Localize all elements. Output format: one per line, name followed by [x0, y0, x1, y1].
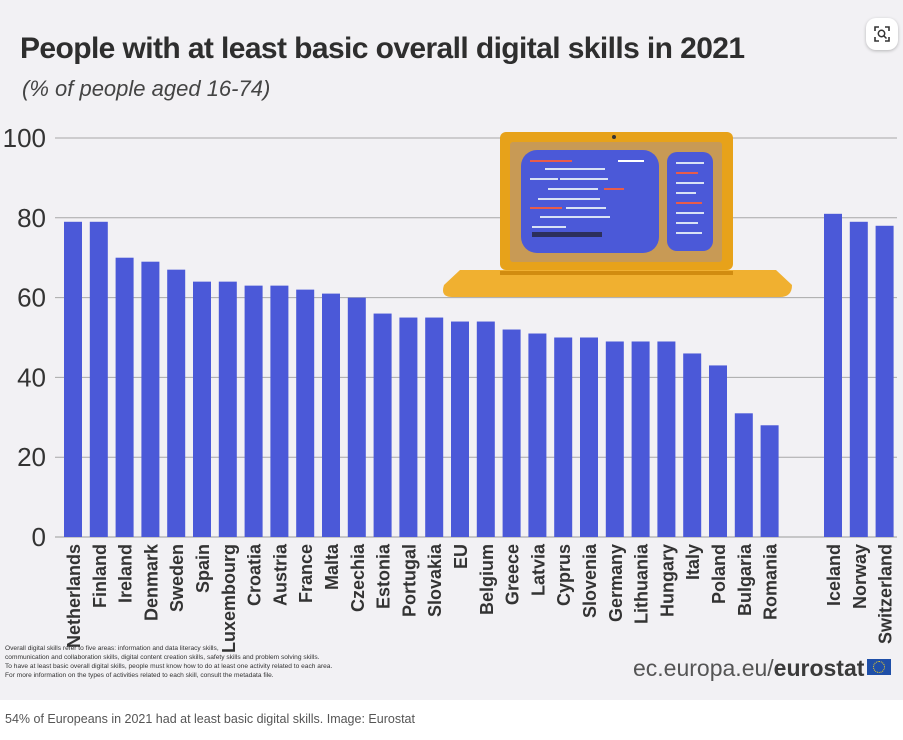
x-tick-label: Czechia [348, 543, 368, 612]
x-tick-label: Germany [606, 544, 626, 622]
x-tick-label: Croatia [245, 543, 265, 606]
bar-spain [193, 281, 211, 537]
x-tick-label: Latvia [528, 543, 548, 596]
brand-domain: ec.europa.eu/ [633, 655, 774, 681]
y-tick-label: 0 [32, 522, 46, 552]
x-tick-label: Romania [761, 543, 781, 620]
y-tick-label: 100 [3, 123, 46, 153]
bar-italy [683, 353, 702, 537]
x-tick-label: Greece [503, 544, 523, 605]
bar-germany [605, 341, 624, 537]
x-tick-label: Malta [322, 543, 342, 590]
x-tick-label: Ireland [116, 544, 136, 603]
bar-belgium [476, 321, 495, 537]
bar-romania [760, 425, 779, 537]
bar-austria [270, 285, 289, 537]
x-tick-label: Cyprus [554, 544, 574, 606]
bar-eu [451, 321, 469, 537]
bar-portugal [399, 317, 418, 537]
bar-chart: 0 20 40 60 80 100 Netherlands Finland Ireland De… [3, 123, 897, 653]
x-tick-label: Poland [709, 544, 729, 604]
x-tick-label: Slovenia [580, 543, 600, 618]
x-tick-label: Luxembourg [219, 544, 239, 653]
x-tick-label: Netherlands [64, 544, 84, 648]
chart-subtitle: (% of people aged 16-74) [22, 76, 271, 101]
x-tick-label: Switzerland [876, 544, 896, 644]
footnote-line: To have at least basic overall digital s… [5, 663, 333, 670]
footnote-line: Overall digital skills refer to five are… [5, 645, 219, 652]
bar-iceland [824, 213, 842, 537]
x-axis-labels: Netherlands Finland Ireland Denmark Sweden Sp… [64, 543, 896, 653]
bar-estonia [373, 313, 392, 537]
y-tick-label: 60 [17, 283, 46, 313]
x-tick-label: Denmark [141, 543, 161, 621]
x-tick-label: Spain [193, 544, 213, 593]
x-tick-label: Portugal [399, 544, 419, 617]
bar-hungary [657, 341, 676, 537]
bar-greece [502, 329, 521, 537]
y-tick-label: 80 [17, 203, 46, 233]
bar-luxembourg [218, 281, 237, 537]
x-tick-label: Italy [683, 544, 703, 580]
expand-image-button[interactable] [866, 18, 898, 50]
bar-sweden [167, 269, 186, 537]
x-tick-label: Lithuania [632, 543, 652, 624]
chart-title: People with at least basic overall digit… [20, 32, 745, 65]
footnote-line: communication and collaboration skills, … [5, 654, 320, 661]
bar-slovenia [580, 337, 598, 537]
methodology-note: Overall digital skills refer to five are… [5, 644, 475, 680]
y-tick-label: 40 [17, 362, 46, 392]
image-caption: 54% of Europeans in 2021 had at least ba… [5, 712, 415, 726]
bar-france [296, 289, 315, 537]
bar-ireland [115, 257, 134, 537]
x-tick-label: EU [451, 544, 471, 569]
bar-norway [849, 221, 868, 538]
bar-czechia [347, 297, 366, 537]
laptop-icon [443, 132, 792, 297]
bar-netherlands [64, 221, 82, 538]
bars [64, 213, 894, 538]
bar-denmark [141, 261, 160, 537]
brand-name: eurostat [773, 655, 865, 681]
y-axis-ticks: 0 20 40 60 80 100 [3, 123, 46, 552]
bar-latvia [528, 333, 547, 537]
bar-malta [322, 293, 340, 537]
bar-lithuania [631, 341, 650, 537]
bar-cyprus [554, 337, 573, 537]
x-tick-label: Norway [850, 544, 870, 609]
bar-switzerland [875, 225, 894, 537]
x-tick-label: Hungary [657, 544, 677, 617]
x-tick-label: Austria [270, 543, 290, 606]
bar-bulgaria [734, 413, 753, 537]
x-tick-label: Sweden [167, 544, 187, 612]
x-tick-label: Slovakia [425, 543, 445, 617]
x-tick-label: Estonia [374, 543, 394, 609]
x-tick-label: France [296, 544, 316, 603]
x-tick-label: Belgium [477, 544, 497, 615]
bar-finland [89, 221, 108, 538]
bar-poland [709, 365, 727, 537]
eurostat-brand[interactable]: ec.europa.eu/eurostat [633, 655, 892, 682]
eu-flag-icon [867, 659, 892, 675]
expand-icon [874, 26, 890, 42]
x-tick-label: Bulgaria [735, 543, 755, 616]
bar-croatia [244, 285, 263, 537]
x-tick-label: Finland [90, 544, 110, 608]
x-tick-label: Iceland [824, 544, 844, 606]
y-tick-label: 20 [17, 442, 46, 472]
footnote-line: For more information on the types of act… [5, 672, 274, 679]
bar-slovakia [425, 317, 444, 537]
